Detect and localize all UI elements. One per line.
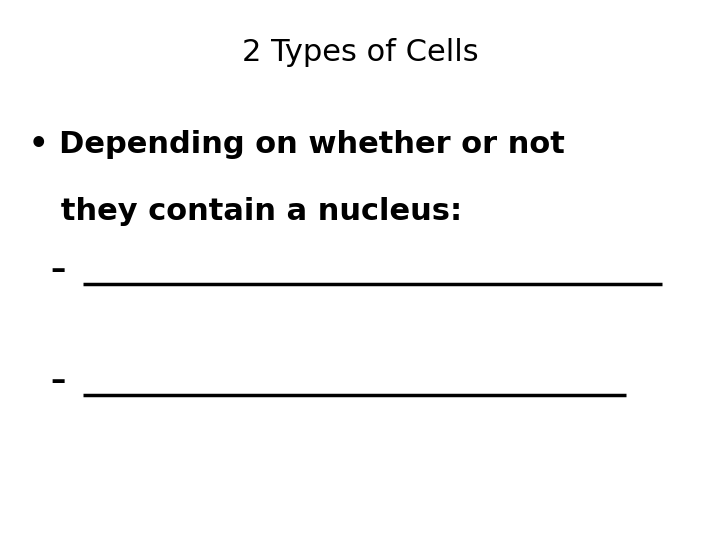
Text: 2 Types of Cells: 2 Types of Cells [242,38,478,67]
Text: –: – [50,255,66,285]
Text: • Depending on whether or not: • Depending on whether or not [29,130,564,159]
Text: –: – [50,366,66,395]
Text: they contain a nucleus:: they contain a nucleus: [29,197,462,226]
